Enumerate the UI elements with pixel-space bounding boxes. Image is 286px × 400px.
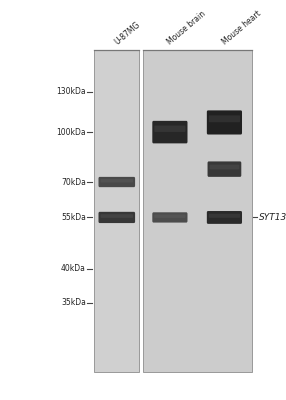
Text: SYT13: SYT13	[259, 213, 286, 222]
FancyBboxPatch shape	[100, 179, 133, 182]
FancyBboxPatch shape	[98, 212, 135, 223]
Text: U-87MG: U-87MG	[112, 20, 142, 47]
FancyBboxPatch shape	[154, 214, 186, 218]
Text: 130kDa: 130kDa	[56, 87, 86, 96]
Text: 100kDa: 100kDa	[56, 128, 86, 137]
Text: 40kDa: 40kDa	[61, 264, 86, 274]
FancyBboxPatch shape	[100, 214, 133, 218]
FancyBboxPatch shape	[207, 110, 242, 134]
FancyBboxPatch shape	[152, 212, 188, 222]
Text: 55kDa: 55kDa	[61, 213, 86, 222]
FancyBboxPatch shape	[209, 115, 240, 122]
FancyBboxPatch shape	[209, 214, 240, 218]
FancyBboxPatch shape	[94, 50, 139, 372]
Text: 35kDa: 35kDa	[61, 298, 86, 307]
FancyBboxPatch shape	[207, 211, 242, 224]
FancyBboxPatch shape	[154, 126, 186, 132]
FancyBboxPatch shape	[98, 177, 135, 187]
FancyBboxPatch shape	[143, 50, 252, 372]
FancyBboxPatch shape	[152, 121, 188, 143]
Text: 70kDa: 70kDa	[61, 178, 86, 186]
Text: Mouse brain: Mouse brain	[166, 10, 207, 47]
Text: Mouse heart: Mouse heart	[220, 9, 263, 47]
FancyBboxPatch shape	[210, 165, 239, 169]
FancyBboxPatch shape	[208, 162, 241, 177]
